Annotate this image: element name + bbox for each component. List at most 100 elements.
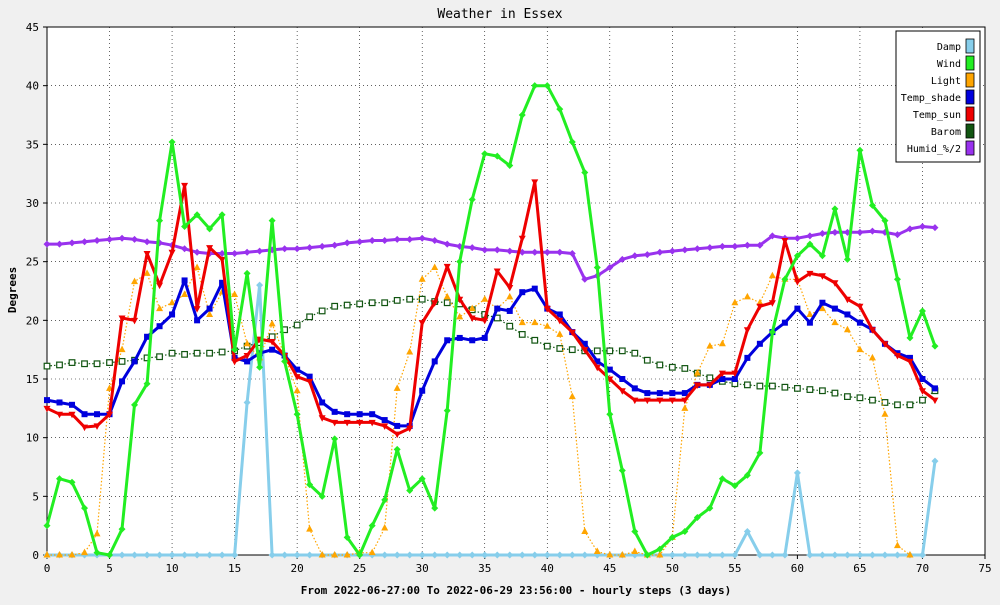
data-point-temp-sun: [743, 327, 751, 334]
data-point-temp-shade: [806, 319, 813, 326]
data-point-temp-shade: [444, 337, 451, 344]
data-point-light: [768, 271, 776, 279]
data-point-humid-2: [906, 225, 914, 233]
data-point-temp-sun: [106, 411, 114, 419]
data-point-humid-2: [793, 234, 801, 242]
data-point-damp: [868, 551, 876, 559]
data-point-temp-sun: [268, 338, 276, 346]
data-point-light: [681, 404, 689, 411]
data-point-damp: [743, 528, 751, 536]
data-point-temp-shade: [669, 390, 676, 397]
data-point-light: [606, 551, 614, 558]
data-point-wind: [506, 161, 514, 169]
data-point-wind: [931, 342, 939, 350]
data-point-damp: [506, 551, 514, 559]
data-point-light: [868, 353, 876, 361]
data-point-temp-sun: [793, 279, 801, 286]
data-point-wind: [343, 533, 351, 541]
data-point-barom: [443, 299, 451, 307]
data-point-damp: [168, 551, 176, 559]
data-point-damp: [243, 398, 251, 406]
data-point-wind: [868, 201, 876, 209]
data-point-light: [506, 292, 514, 300]
data-point-temp-shade: [294, 366, 301, 373]
data-point-temp-shade: [131, 358, 138, 365]
data-point-temp-shade: [794, 305, 801, 312]
data-point-humid-2: [618, 255, 626, 263]
data-point-damp: [531, 551, 539, 559]
data-point-wind: [881, 217, 889, 225]
data-point-temp-shade: [931, 385, 938, 392]
data-point-temp-sun: [68, 411, 76, 419]
data-point-humid-2: [606, 264, 614, 272]
data-point-humid-2: [331, 241, 339, 249]
data-point-temp-sun: [218, 256, 226, 264]
data-point-damp: [493, 551, 501, 559]
data-point-temp-shade: [144, 333, 151, 340]
data-point-barom: [618, 347, 626, 355]
data-point-damp: [143, 551, 151, 559]
data-point-light: [693, 369, 701, 376]
data-point-temp-sun: [243, 353, 251, 360]
data-point-damp: [893, 551, 901, 559]
data-point-barom: [518, 331, 526, 338]
data-point-light: [456, 312, 464, 320]
data-point-wind: [331, 435, 339, 443]
data-point-barom: [844, 393, 851, 400]
data-point-barom: [643, 356, 651, 364]
data-point-light: [743, 292, 751, 300]
data-point-damp: [768, 551, 776, 559]
data-point-light: [118, 345, 126, 353]
data-point-temp-sun: [418, 320, 426, 327]
data-point-humid-2: [56, 240, 64, 248]
data-point-wind: [206, 225, 214, 233]
data-point-temp-sun: [643, 397, 651, 405]
data-point-humid-2: [106, 235, 114, 243]
data-point-light: [306, 525, 314, 532]
data-point-barom: [118, 358, 126, 365]
data-point-light: [81, 548, 89, 556]
data-point-wind: [768, 328, 776, 336]
data-point-humid-2: [481, 246, 489, 254]
data-point-humid-2: [368, 237, 376, 245]
x-axis-label: From 2022-06-27:00 To 2022-06-29 23:56:0…: [301, 584, 731, 597]
data-point-light: [443, 292, 451, 300]
data-point-damp: [406, 551, 414, 559]
data-point-humid-2: [931, 224, 939, 232]
data-point-temp-sun: [231, 358, 239, 366]
data-point-temp-sun: [156, 282, 164, 290]
data-point-humid-2: [81, 238, 89, 246]
data-point-light: [56, 551, 64, 558]
data-point-light: [181, 290, 189, 298]
data-point-temp-shade: [69, 401, 76, 408]
data-point-temp-sun: [443, 263, 451, 271]
data-point-wind: [281, 357, 289, 365]
data-point-temp-shade: [506, 307, 513, 314]
data-point-damp: [181, 551, 189, 559]
data-point-humid-2: [631, 252, 639, 260]
data-point-barom: [506, 322, 514, 330]
data-point-damp: [456, 551, 464, 559]
data-point-wind: [143, 380, 151, 388]
data-point-humid-2: [381, 237, 389, 245]
data-point-wind: [818, 252, 826, 260]
data-point-wind: [193, 211, 201, 219]
data-point-temp-sun: [81, 424, 89, 432]
data-point-wind: [68, 478, 76, 486]
data-point-damp: [218, 551, 226, 559]
data-point-damp: [668, 551, 676, 559]
data-point-temp-sun: [681, 397, 689, 405]
data-point-damp: [843, 551, 851, 559]
data-point-light: [656, 551, 664, 558]
data-point-temp-sun: [368, 419, 376, 427]
data-point-light: [131, 277, 139, 285]
data-point-temp-shade: [619, 376, 626, 382]
data-point-humid-2: [668, 247, 676, 255]
data-point-wind: [256, 363, 264, 371]
data-point-wind: [543, 82, 551, 90]
data-point-temp-sun: [543, 306, 551, 313]
data-point-temp-shade: [356, 411, 363, 418]
data-point-light: [156, 304, 164, 312]
data-point-barom: [856, 394, 864, 402]
data-point-humid-2: [393, 235, 401, 243]
